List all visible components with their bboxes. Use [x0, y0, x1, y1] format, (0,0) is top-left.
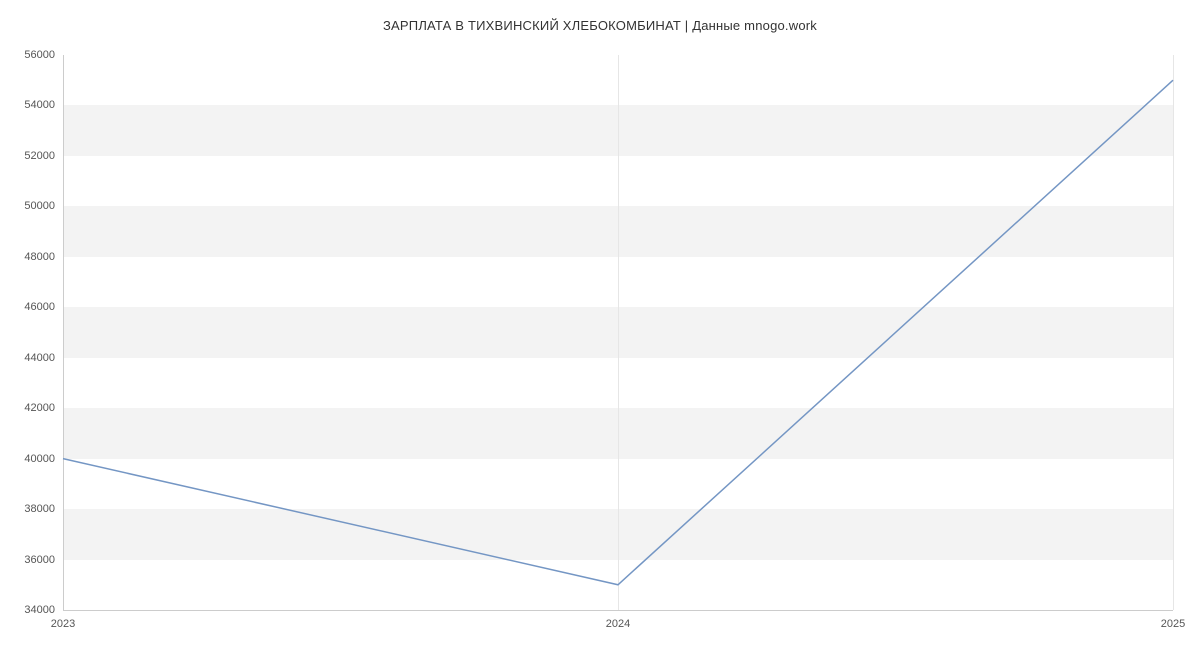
y-tick-label: 36000	[5, 554, 55, 566]
line-series	[63, 55, 1173, 610]
y-tick-label: 56000	[5, 49, 55, 61]
y-tick-label: 42000	[5, 402, 55, 414]
chart-title: ЗАРПЛАТА В ТИХВИНСКИЙ ХЛЕБОКОМБИНАТ | Да…	[0, 0, 1200, 33]
y-tick-label: 52000	[5, 150, 55, 162]
x-axis-line	[63, 610, 1173, 611]
chart-plot-area: 3400036000380004000042000440004600048000…	[63, 55, 1173, 610]
y-tick-label: 34000	[5, 604, 55, 616]
y-tick-label: 38000	[5, 503, 55, 515]
y-tick-label: 54000	[5, 99, 55, 111]
x-tick-label: 2024	[606, 618, 630, 630]
y-tick-label: 50000	[5, 200, 55, 212]
y-tick-label: 46000	[5, 301, 55, 313]
series-line-salary	[63, 80, 1173, 585]
x-gridline	[1173, 55, 1174, 610]
y-tick-label: 40000	[5, 453, 55, 465]
y-tick-label: 44000	[5, 352, 55, 364]
y-tick-label: 48000	[5, 251, 55, 263]
x-tick-label: 2023	[51, 618, 75, 630]
x-tick-label: 2025	[1161, 618, 1185, 630]
